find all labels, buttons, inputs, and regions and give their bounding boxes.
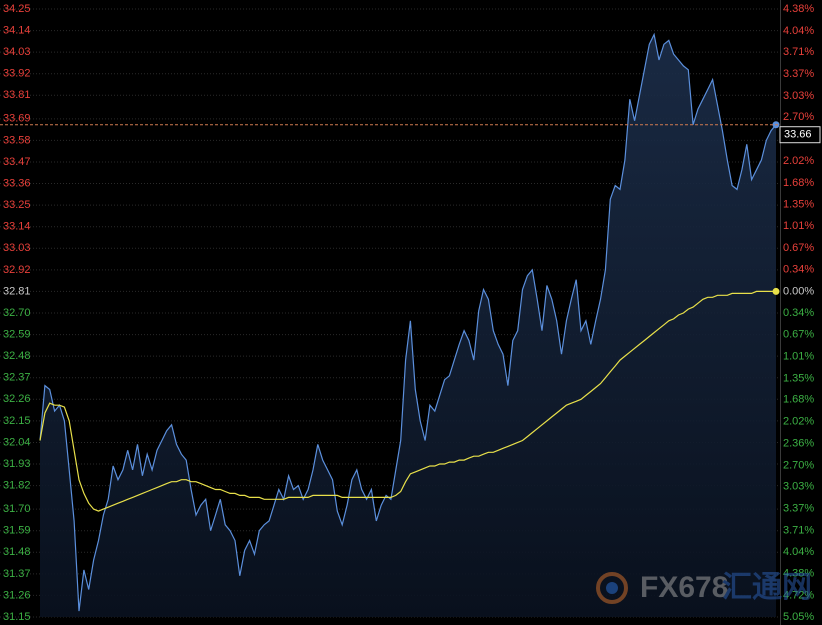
y2-tick-label: 2.70% xyxy=(783,111,814,123)
last-price-box xyxy=(779,126,821,144)
watermark-logo: FX678 xyxy=(640,571,728,604)
y-tick-label: 33.47 xyxy=(3,156,31,168)
y-tick-label: 33.25 xyxy=(3,199,31,211)
y-tick-label: 31.59 xyxy=(3,525,31,537)
y2-tick-label: 4.38% xyxy=(783,3,814,15)
y-tick-label: 31.82 xyxy=(3,479,31,491)
y2-tick-label: 3.71% xyxy=(783,525,814,537)
watermark-logo-ring xyxy=(596,572,628,604)
y2-tick-label: 3.37% xyxy=(783,503,814,515)
y2-tick-label: 0.34% xyxy=(783,307,814,319)
y-tick-label: 33.36 xyxy=(3,177,31,189)
y2-tick-label: 1.68% xyxy=(783,177,814,189)
price-area xyxy=(40,34,776,617)
y-tick-label: 32.26 xyxy=(3,393,31,405)
y-tick-label: 32.04 xyxy=(3,436,31,448)
y2-tick-label: 1.35% xyxy=(783,198,814,210)
y2-tick-label: 3.37% xyxy=(783,68,814,80)
y2-tick-label: 0.67% xyxy=(783,242,814,254)
y-tick-label: 33.03 xyxy=(3,242,31,254)
y-tick-label: 34.25 xyxy=(3,3,31,15)
y2-tick-label: 2.70% xyxy=(783,459,814,471)
y2-tick-label: 1.35% xyxy=(783,372,814,384)
y2-tick-label: 3.03% xyxy=(783,90,814,102)
y2-tick-label: 4.04% xyxy=(783,546,814,558)
end-dot xyxy=(772,287,780,295)
y2-tick-label: 0.67% xyxy=(783,329,814,341)
y-tick-label: 33.81 xyxy=(3,89,31,101)
y2-tick-label: 4.04% xyxy=(783,25,814,37)
y-tick-label: 32.37 xyxy=(3,372,31,384)
price-line xyxy=(39,32,777,612)
y-tick-label: 32.59 xyxy=(3,328,31,340)
y-tick-label: 31.26 xyxy=(3,589,31,601)
y-tick-label: 33.92 xyxy=(3,68,31,80)
average-line xyxy=(39,290,776,512)
y2-tick-label: 4.38% xyxy=(783,568,814,580)
y2-tick-label: 0.34% xyxy=(783,263,814,275)
watermark-logo-core xyxy=(606,582,618,594)
y-tick-label: 32.48 xyxy=(3,350,31,362)
y-tick-label: 34.03 xyxy=(3,46,31,58)
y-tick-label: 32.15 xyxy=(3,415,31,427)
y-tick-label: 33.69 xyxy=(3,113,31,125)
y-tick-label: 31.70 xyxy=(3,503,31,515)
y2-tick-label: 1.01% xyxy=(783,350,814,362)
y-tick-label: 31.48 xyxy=(3,546,31,558)
y-tick-label: 33.58 xyxy=(3,134,31,146)
y-tick-label: 32.70 xyxy=(3,307,31,319)
y2-tick-label: 1.68% xyxy=(783,394,814,406)
y2-tick-label: 3.71% xyxy=(783,46,814,58)
y2-tick-label: 5.05% xyxy=(783,611,814,623)
y2-tick-label: 2.02% xyxy=(783,155,814,167)
watermark-name: 汇通网 xyxy=(722,571,812,604)
y2-tick-label: 1.01% xyxy=(783,220,814,232)
y-tick-label: 31.15 xyxy=(3,611,31,623)
y2-tick-label: 2.36% xyxy=(783,437,814,449)
y2-tick-label: 0.00% xyxy=(783,285,814,297)
y2-tick-label: 4.72% xyxy=(783,590,814,602)
y2-tick-label: 3.03% xyxy=(783,481,814,493)
y-tick-label: 32.92 xyxy=(3,264,31,276)
y-tick-label: 31.37 xyxy=(3,568,31,580)
last-price-label: 33.66 xyxy=(784,129,812,141)
y-tick-label: 33.14 xyxy=(3,221,31,233)
y-tick-label: 32.81 xyxy=(3,285,31,297)
y-tick-label: 31.93 xyxy=(3,458,31,470)
y2-tick-label: 2.02% xyxy=(783,416,814,428)
watermark: FX678 汇通网 xyxy=(596,571,812,604)
y-tick-label: 34.14 xyxy=(3,24,31,36)
